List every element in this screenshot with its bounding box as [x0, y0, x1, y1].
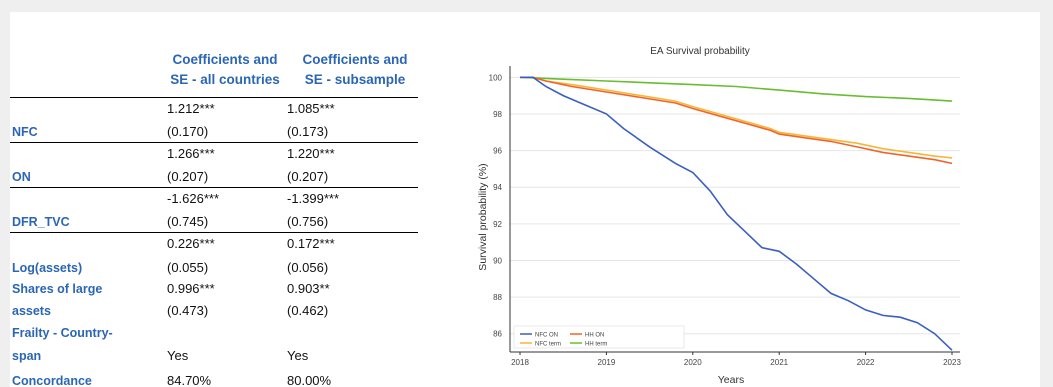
coef-cell: 1.266***: [167, 146, 215, 161]
y-tick-label: 94: [493, 183, 502, 192]
row-label-shares-large-assets-cont: assets: [12, 304, 51, 318]
x-tick-label: 2022: [857, 358, 875, 367]
se-cell: (0.055): [167, 260, 209, 275]
coef-cell: 1.220***: [287, 146, 335, 161]
x-tick-label: 2018: [511, 358, 529, 367]
legend: NFC ON HH ON NFC term HH term: [513, 325, 685, 349]
y-tick-label: 100: [489, 73, 503, 82]
column-header-line: SE - subsample: [304, 72, 406, 87]
survival-chart: EA Survival probability Survival probabi…: [460, 12, 1000, 387]
se-cell: (0.462): [287, 303, 329, 318]
axes: [509, 66, 960, 355]
table-divider: [10, 187, 418, 188]
x-axis-label: Years: [718, 374, 744, 386]
row-label-log-assets: Log(assets): [12, 261, 83, 275]
x-tick-label: 2020: [684, 358, 702, 367]
se-cell: (0.207): [287, 169, 329, 184]
regression-table: Coefficients and SE - all countries Coef…: [10, 12, 430, 387]
content-card: Coefficients and SE - all countries Coef…: [10, 12, 1040, 387]
x-tick-label: 2021: [770, 358, 788, 367]
x-tick-label: 2023: [943, 358, 961, 367]
series-line-nfc-on: [520, 76, 953, 351]
coef-cell: 1.085***: [287, 101, 335, 116]
y-axis-label: Survival probability (%): [477, 163, 489, 270]
series-line-nfc-term: [520, 76, 953, 159]
x-tick-labels: 2018 2019 2020 2021 2022 2023: [511, 358, 961, 367]
se-cell: (0.473): [167, 303, 209, 318]
y-tick-label: 96: [493, 147, 502, 156]
coef-cell: 1.212***: [167, 101, 215, 116]
grid-lines: [510, 76, 960, 335]
legend-label: NFC term: [535, 342, 561, 348]
column-header-line: SE - all countries: [170, 72, 280, 87]
se-cell: (0.173): [287, 124, 329, 139]
survival-chart-svg: EA Survival probability Survival probabi…: [477, 46, 961, 386]
y-tick-label: 92: [493, 220, 502, 229]
value-cell: Yes: [167, 348, 189, 363]
se-cell: (0.056): [287, 260, 329, 275]
se-cell: (0.756): [287, 214, 329, 229]
se-cell: (0.745): [167, 214, 209, 229]
table-divider: [10, 97, 418, 98]
y-tick-label: 86: [493, 330, 502, 339]
legend-label: NFC ON: [535, 333, 558, 339]
coef-cell: 0.903**: [287, 281, 330, 296]
value-cell: 84.70%: [167, 373, 212, 387]
series-lines: [519, 76, 953, 351]
column-header-all-countries: Coefficients and SE - all countries: [160, 50, 290, 90]
row-label-frailty-cont: span: [12, 349, 42, 363]
se-cell: (0.170): [167, 124, 209, 139]
y-tick-label: 88: [493, 293, 502, 302]
se-cell: (0.207): [167, 169, 209, 184]
series-line-hh-term: [519, 76, 953, 102]
column-header-subsample: Coefficients and SE - subsample: [290, 50, 420, 90]
coef-cell: -1.626***: [167, 191, 220, 206]
row-label-on: ON: [12, 170, 31, 184]
value-cell: 80.00%: [287, 373, 332, 387]
row-label-nfc: NFC: [12, 125, 38, 139]
row-label-dfr-tvc: DFR_TVC: [12, 215, 70, 229]
y-tick-label: 98: [493, 110, 502, 119]
row-label-shares-large-assets: Shares of large: [12, 282, 103, 296]
series-line-hh-on: [520, 76, 953, 165]
coef-cell: 0.226***: [167, 236, 215, 251]
y-tick-label: 90: [493, 256, 502, 265]
table-divider: [10, 142, 418, 143]
x-tick-label: 2019: [598, 358, 616, 367]
legend-box: [513, 325, 685, 349]
chart-title: EA Survival probability: [650, 46, 750, 57]
column-header-line: Coefficients and: [172, 52, 278, 67]
coef-cell: -1.399***: [287, 191, 340, 206]
coef-cell: 0.996***: [167, 281, 215, 296]
legend-label: HH ON: [585, 333, 604, 339]
coef-cell: 0.172***: [287, 236, 335, 251]
y-tick-labels: 86 88 90 92 94 96 98 100: [489, 73, 503, 338]
row-label-frailty: Frailty - Country-: [12, 326, 113, 340]
row-label-concordance: Concordance: [12, 374, 92, 387]
legend-label: HH term: [585, 342, 607, 348]
value-cell: Yes: [287, 348, 309, 363]
column-header-line: Coefficients and: [302, 52, 408, 67]
table-divider: [10, 232, 418, 233]
